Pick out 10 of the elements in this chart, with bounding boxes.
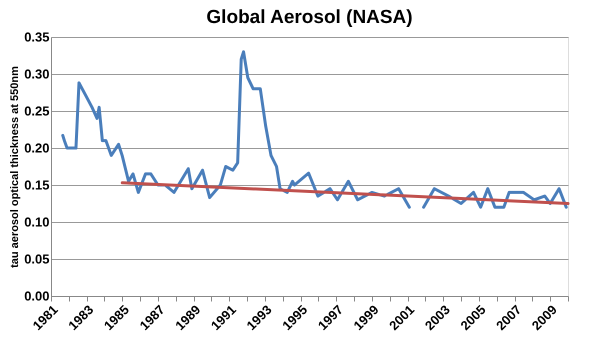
y-axis-title: tau aerosol optical thickness at 550nm [9,66,22,268]
y-tick-label: 0.05 [24,252,50,266]
y-tick-label: 0.15 [24,178,50,192]
y-tick-label: 0.30 [24,66,50,82]
y-tick-label: 0.25 [24,104,50,118]
y-tick-label: 0.35 [24,30,50,44]
y-tick-label: 0.10 [24,214,50,230]
y-tick-label: 0.20 [24,140,50,156]
chart-title: Global Aerosol (NASA) [206,7,413,28]
y-tick-label: 0.00 [24,288,50,304]
